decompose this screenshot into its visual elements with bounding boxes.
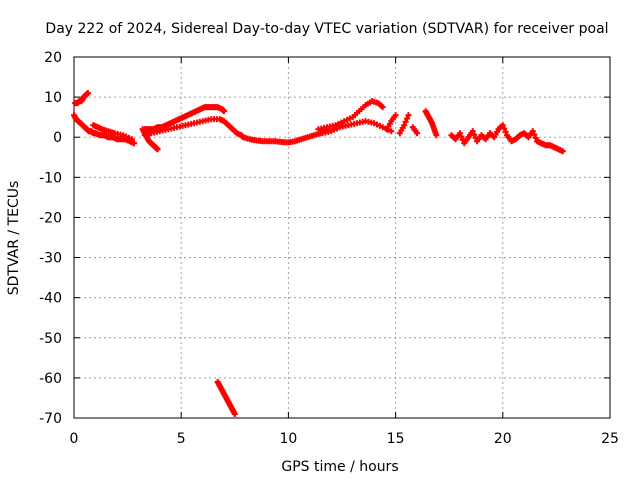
data-point: [529, 128, 536, 135]
data-point: [433, 132, 440, 139]
grid-lines: [74, 57, 610, 418]
data-point: [458, 133, 465, 140]
data-point: [501, 125, 508, 132]
x-tick-label: 0: [70, 431, 79, 447]
data-point: [559, 148, 566, 155]
x-tick-label: 15: [387, 431, 405, 447]
data-point: [388, 128, 395, 135]
x-tick-label: 25: [601, 431, 619, 447]
axis-ticks: [73, 56, 611, 419]
x-axis-label: GPS time / hours: [281, 459, 398, 475]
data-point: [404, 115, 411, 122]
data-point: [532, 134, 539, 141]
data-point: [402, 118, 409, 125]
chart-title: Day 222 of 2024, Sidereal Day-to-day VTE…: [45, 21, 608, 37]
x-tick-label: 20: [494, 431, 512, 447]
y-tick-label: -10: [39, 170, 62, 186]
data-point: [414, 130, 421, 137]
data-point: [131, 140, 138, 147]
y-tick-label: -70: [39, 411, 62, 427]
data-point: [379, 104, 386, 111]
x-tick-label: 5: [177, 431, 186, 447]
data-point: [84, 90, 91, 97]
data-point: [499, 122, 506, 129]
data-points: [71, 90, 566, 417]
data-point: [221, 108, 228, 115]
data-point: [456, 130, 463, 137]
y-tick-label: 10: [44, 90, 62, 106]
y-tick-label: 0: [53, 130, 62, 146]
data-point: [469, 128, 476, 135]
y-tick-label: -50: [39, 331, 62, 347]
y-axis-label: SDTVAR / TECUs: [6, 181, 22, 296]
data-point: [231, 410, 238, 417]
data-point: [154, 146, 161, 153]
data-point: [392, 112, 399, 119]
data-point: [128, 136, 135, 143]
x-tick-label: 10: [279, 431, 297, 447]
y-tick-label: 20: [44, 50, 62, 66]
tick-labels: 0 5 10 15 20 25 20 10 0 -10 -20 -30 -40 -50 -60 -70: [39, 50, 619, 447]
y-tick-label: -20: [39, 210, 62, 226]
y-tick-label: -30: [39, 251, 62, 267]
data-point: [401, 122, 408, 129]
y-tick-label: -40: [39, 291, 62, 307]
data-point: [531, 131, 538, 138]
data-point: [471, 131, 478, 138]
data-point: [502, 128, 509, 135]
data-point: [405, 112, 412, 119]
plot-frame: [73, 56, 611, 419]
y-tick-label: -60: [39, 371, 62, 387]
